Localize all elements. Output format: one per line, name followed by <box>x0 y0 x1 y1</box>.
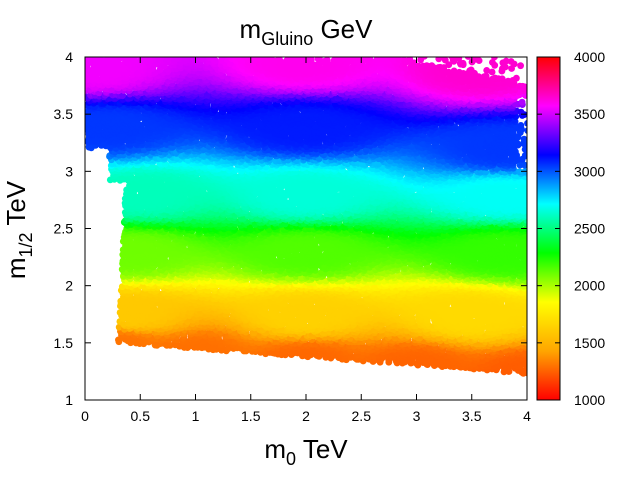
chart-title: mGluino GeV <box>240 14 374 49</box>
scatter-point <box>319 314 327 322</box>
scatter-point <box>359 343 367 351</box>
scatter-point <box>120 320 127 328</box>
scatter-point <box>516 314 524 322</box>
scatter-point <box>200 337 208 345</box>
chart-title-sub: Gluino <box>261 29 313 49</box>
chart-title-main: m <box>240 14 262 44</box>
chart-title-unit: GeV <box>313 14 373 44</box>
scatter-points <box>85 57 527 377</box>
